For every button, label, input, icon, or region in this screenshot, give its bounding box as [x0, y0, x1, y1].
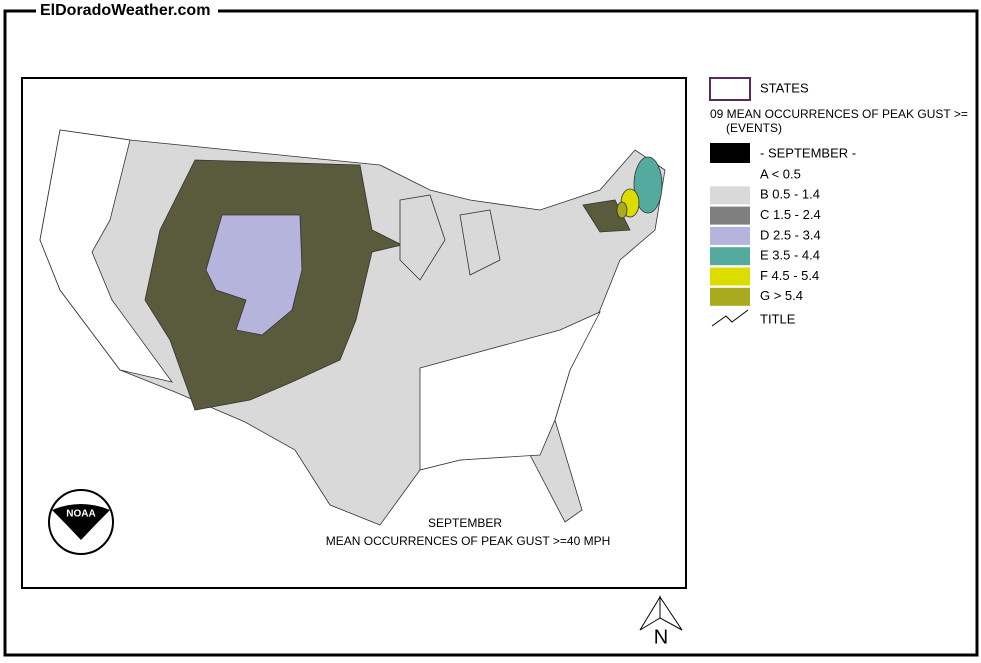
- legend-units: (EVENTS): [726, 121, 782, 135]
- title-backdrop: [36, 2, 218, 20]
- north-label: N: [654, 626, 668, 648]
- us-region: [39, 129, 173, 383]
- map-caption: SEPTEMBER: [428, 516, 502, 530]
- legend-label: STATES: [760, 80, 809, 95]
- title-symbol: [711, 309, 749, 327]
- us-region: [205, 214, 303, 336]
- map: [39, 129, 666, 526]
- legend: STATES 09 MEAN OCCURRENCES OF PEAK GUST …: [709, 77, 968, 327]
- north-arrow: N: [639, 595, 683, 648]
- legend-period: - SEPTEMBER -: [760, 145, 856, 160]
- map-caption: MEAN OCCURRENCES OF PEAK GUST >=40 MPH: [326, 534, 611, 548]
- us-region: [616, 201, 628, 219]
- legend-class-label: G > 5.4: [760, 288, 803, 303]
- period-swatch: [710, 143, 750, 163]
- noaa-logo: NOAA: [48, 489, 114, 555]
- legend-label: TITLE: [760, 311, 796, 326]
- legend-swatch: [710, 226, 750, 245]
- legend-class-label: D 2.5 - 3.4: [760, 227, 821, 242]
- legend-swatch: [710, 267, 750, 286]
- legend-class-label: B 0.5 - 1.4: [760, 187, 820, 202]
- states-swatch: [709, 77, 751, 101]
- logo-text: NOAA: [66, 509, 95, 520]
- legend-variable: 09 MEAN OCCURRENCES OF PEAK GUST >=: [710, 107, 968, 121]
- legend-class-label: C 1.5 - 2.4: [760, 207, 821, 222]
- outer-frame: [3, 9, 979, 657]
- legend-swatch: [710, 206, 750, 225]
- legend-class-label: F 4.5 - 5.4: [760, 268, 819, 283]
- us-region: [633, 156, 663, 214]
- legend-class-label: E 3.5 - 4.4: [760, 248, 820, 263]
- legend-swatch: [710, 287, 750, 306]
- legend-class-label: A < 0.5: [760, 166, 801, 181]
- legend-swatch: [710, 186, 750, 205]
- site-title: ElDoradoWeather.com: [40, 2, 210, 19]
- legend-swatch: [710, 247, 750, 266]
- us-region: [399, 194, 501, 281]
- us-region: [419, 311, 601, 471]
